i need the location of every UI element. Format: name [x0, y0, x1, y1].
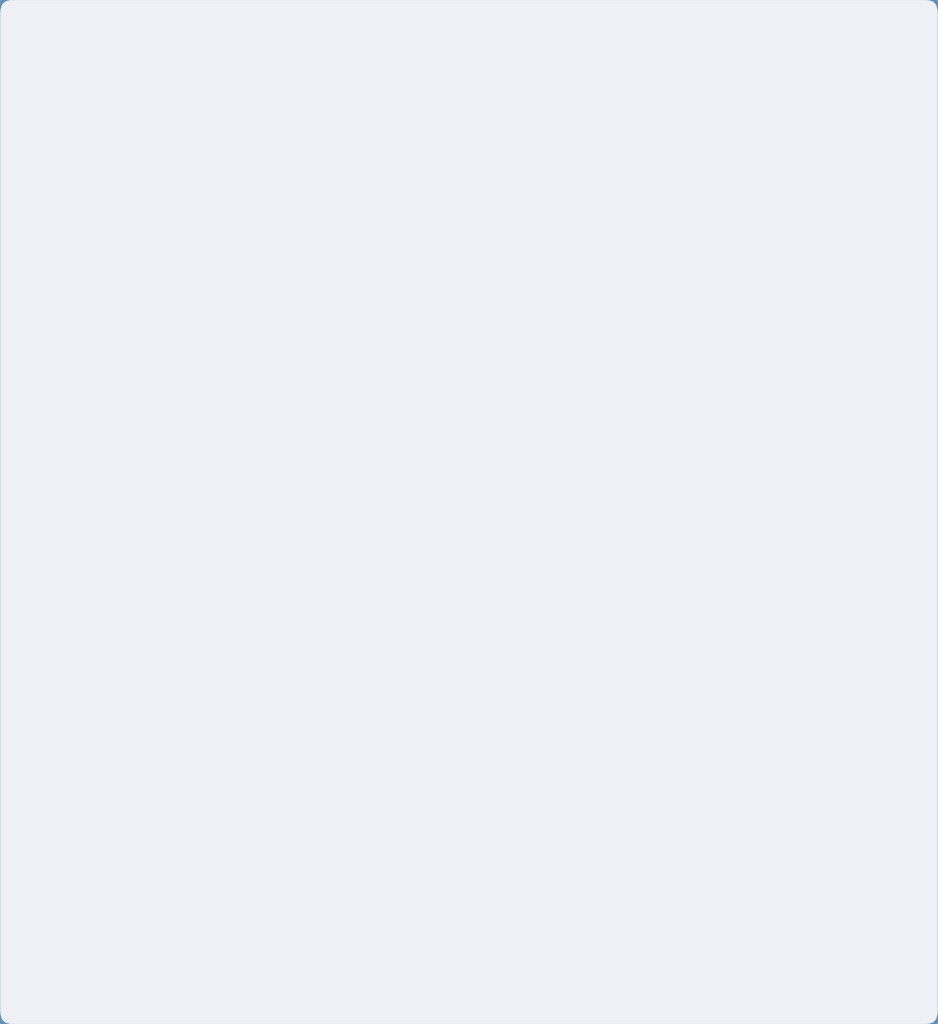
Polygon shape [380, 220, 443, 238]
Text: Aifoil with flap extended: Aifoil with flap extended [592, 323, 787, 338]
FancyBboxPatch shape [54, 57, 389, 128]
Ellipse shape [515, 226, 543, 237]
Ellipse shape [699, 226, 722, 234]
Text: Angle of attack: Angle of attack [466, 920, 608, 939]
Text: Simple flapped airfoil: Simple flapped airfoil [196, 701, 312, 835]
Ellipse shape [632, 228, 694, 273]
Ellipse shape [83, 205, 111, 214]
Ellipse shape [113, 210, 159, 248]
Ellipse shape [754, 262, 779, 270]
Text: $_L$: $_L$ [228, 543, 237, 561]
Ellipse shape [730, 231, 778, 270]
Ellipse shape [589, 264, 615, 272]
Text: $C_{L,}$: $C_{L,}$ [207, 564, 230, 585]
Ellipse shape [207, 210, 255, 248]
FancyBboxPatch shape [513, 48, 848, 115]
Ellipse shape [537, 228, 599, 273]
Ellipse shape [67, 201, 395, 257]
Polygon shape [797, 245, 873, 285]
Polygon shape [382, 223, 431, 234]
Ellipse shape [544, 231, 592, 270]
Ellipse shape [291, 206, 353, 252]
Ellipse shape [298, 210, 345, 248]
Text: $C$: $C$ [198, 518, 217, 543]
Text: Normal airfoil: Normal airfoil [419, 684, 510, 760]
Ellipse shape [722, 228, 785, 273]
Ellipse shape [200, 206, 262, 252]
Ellipse shape [266, 204, 291, 212]
Text: Increased camber: Increased camber [586, 72, 775, 91]
Ellipse shape [105, 206, 167, 252]
Ellipse shape [323, 240, 347, 248]
Ellipse shape [499, 223, 827, 279]
Text: max normal: max normal [258, 620, 358, 638]
Text: max flapped: max flapped [258, 565, 362, 584]
Polygon shape [806, 249, 865, 282]
Ellipse shape [639, 231, 687, 270]
Ellipse shape [158, 243, 184, 250]
Text: $C_{L,}$: $C_{L,}$ [207, 618, 230, 639]
Text: Mean camber line: Mean camber line [128, 83, 316, 101]
Text: Stalled airfoil: Stalled airfoil [807, 519, 916, 538]
